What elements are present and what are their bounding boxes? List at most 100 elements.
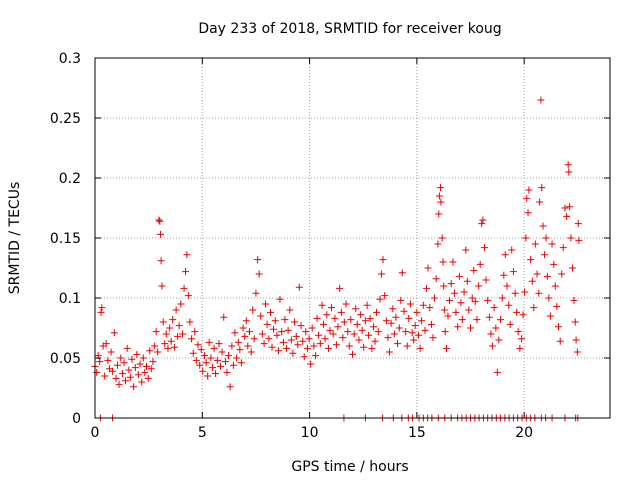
data-point xyxy=(447,280,455,288)
data-point xyxy=(125,366,133,374)
data-point xyxy=(162,330,170,338)
data-point xyxy=(361,317,369,325)
data-point xyxy=(522,234,530,242)
data-point xyxy=(570,296,578,304)
data-point xyxy=(265,335,273,343)
data-point xyxy=(465,306,473,314)
data-point xyxy=(159,318,167,326)
data-point xyxy=(482,276,490,284)
data-point xyxy=(358,326,366,334)
data-point xyxy=(192,356,200,364)
data-point xyxy=(104,356,112,364)
data-point xyxy=(141,368,149,376)
data-point xyxy=(147,365,155,373)
data-point xyxy=(133,350,141,358)
data-point xyxy=(454,323,462,331)
data-point xyxy=(204,372,212,380)
data-point xyxy=(97,308,105,316)
data-point xyxy=(102,340,110,348)
data-point xyxy=(527,256,535,264)
x-tick-label: 0 xyxy=(91,425,100,441)
data-point xyxy=(292,332,300,340)
data-point xyxy=(530,304,538,312)
data-point xyxy=(441,328,449,336)
data-point xyxy=(473,316,481,324)
data-point xyxy=(220,313,228,321)
data-point xyxy=(344,328,352,336)
data-point xyxy=(442,344,450,352)
data-point xyxy=(179,330,187,338)
data-point xyxy=(182,268,190,276)
data-point xyxy=(231,329,239,337)
data-point xyxy=(138,378,146,386)
data-point xyxy=(226,383,234,391)
data-point xyxy=(390,330,398,338)
x-tick-label: 10 xyxy=(301,425,319,441)
data-point xyxy=(506,320,514,328)
data-point xyxy=(233,354,241,362)
data-point xyxy=(366,314,374,322)
data-point xyxy=(382,317,390,325)
data-point xyxy=(184,292,192,300)
data-point xyxy=(305,335,313,343)
data-point xyxy=(109,367,117,375)
data-point xyxy=(561,204,569,212)
data-point xyxy=(572,336,580,344)
data-point xyxy=(376,295,384,303)
data-point xyxy=(492,324,500,332)
data-point xyxy=(574,220,582,228)
data-point xyxy=(389,305,397,313)
data-point xyxy=(308,324,316,332)
data-point xyxy=(291,318,299,326)
data-point xyxy=(315,331,323,339)
data-point xyxy=(146,347,154,355)
data-point xyxy=(439,258,447,266)
data-point xyxy=(564,161,572,169)
data-point xyxy=(139,354,147,362)
data-point xyxy=(575,236,583,244)
data-point xyxy=(434,240,442,248)
data-point xyxy=(571,318,579,326)
data-point xyxy=(268,343,276,351)
data-point xyxy=(340,318,348,326)
data-point xyxy=(202,359,210,367)
data-point xyxy=(379,256,387,264)
data-point xyxy=(365,331,373,339)
data-point xyxy=(381,292,389,300)
data-point xyxy=(244,342,252,350)
data-point xyxy=(186,318,194,326)
data-point xyxy=(158,282,166,290)
data-point xyxy=(536,198,544,206)
data-point xyxy=(537,96,545,104)
y-tick-label: 0.1 xyxy=(59,291,81,307)
data-point xyxy=(559,244,567,252)
data-point xyxy=(352,305,360,313)
data-point xyxy=(284,326,292,334)
data-point xyxy=(166,324,174,332)
data-point xyxy=(234,338,242,346)
data-point xyxy=(503,282,511,290)
data-point xyxy=(149,358,157,366)
data-point xyxy=(435,210,443,218)
x-axis-label: GPS time / hours xyxy=(291,459,408,475)
data-point xyxy=(134,371,142,379)
data-point xyxy=(175,322,183,330)
data-point xyxy=(250,335,258,343)
chart-title: Day 233 of 2018, SRMTID for receiver kou… xyxy=(198,21,501,37)
y-tick-label: 0.3 xyxy=(59,51,81,67)
data-point xyxy=(258,330,266,338)
data-point xyxy=(440,282,448,290)
data-point xyxy=(471,298,479,306)
data-point xyxy=(397,296,405,304)
data-point xyxy=(514,328,522,336)
data-point xyxy=(342,300,350,308)
data-point xyxy=(445,296,453,304)
data-point xyxy=(262,300,270,308)
data-point xyxy=(200,352,208,360)
data-point xyxy=(167,337,175,345)
data-point xyxy=(360,343,368,351)
data-point xyxy=(511,289,519,297)
data-point xyxy=(339,334,347,342)
data-point xyxy=(395,324,403,332)
data-point xyxy=(287,336,295,344)
